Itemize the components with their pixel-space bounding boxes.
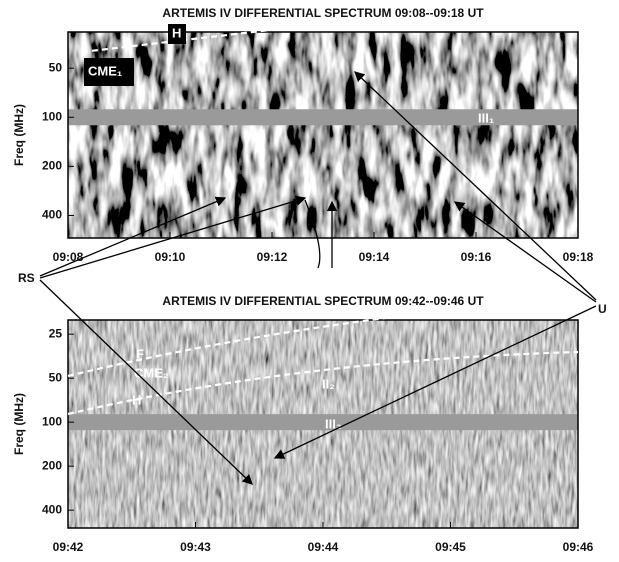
frequency-gap — [68, 414, 578, 430]
y-tick-label: 400 — [42, 208, 62, 222]
chart-title: ARTEMIS IV DIFFERENTIAL SPECTRUM 09:42--… — [162, 294, 484, 308]
x-tick-label: 09:18 — [563, 250, 594, 264]
x-tick-label: 09:08 — [53, 250, 84, 264]
annotation: II₂ — [322, 376, 335, 391]
annotation: CME₁ — [88, 63, 122, 78]
annotation: III₂ — [325, 416, 342, 431]
x-tick-label: 09:10 — [155, 250, 186, 264]
y-tick-label: 200 — [42, 458, 62, 472]
figure: ARTEMIS IV DIFFERENTIAL SPECTRUM 09:08--… — [0, 0, 619, 562]
annotation: H — [132, 392, 141, 407]
frequency-gap — [68, 109, 578, 125]
annotation: F — [136, 346, 144, 361]
y-tick-label: 100 — [42, 414, 62, 428]
y-tick-label: 50 — [49, 60, 63, 74]
annotation: H — [172, 25, 181, 40]
annotation: RS — [18, 271, 35, 285]
y-tick-label: 200 — [42, 159, 62, 173]
y-tick-label: 25 — [49, 326, 63, 340]
y-tick-label: 100 — [42, 109, 62, 123]
x-tick-label: 09:45 — [435, 540, 466, 554]
annotation: III₁ — [478, 110, 494, 125]
x-tick-label: 09:44 — [308, 540, 339, 554]
y-axis-label: Freq (MHz) — [12, 104, 26, 166]
spectrogram-image — [68, 32, 578, 238]
x-tick-label: 09:46 — [563, 540, 594, 554]
x-tick-label: 09:14 — [359, 250, 390, 264]
y-tick-label: 50 — [49, 370, 63, 384]
x-tick-label: 09:43 — [180, 540, 211, 554]
y-axis-label: Freq (MHz) — [12, 393, 26, 455]
panels: ARTEMIS IV DIFFERENTIAL SPECTRUM 09:08--… — [12, 6, 593, 554]
x-tick-label: 09:16 — [461, 250, 492, 264]
annotation: CME₂ — [134, 365, 169, 380]
annotation: U — [598, 302, 607, 316]
y-tick-label: 400 — [42, 502, 62, 516]
x-tick-label: 09:12 — [257, 250, 288, 264]
x-tick-label: 09:42 — [53, 540, 84, 554]
chart-title: ARTEMIS IV DIFFERENTIAL SPECTRUM 09:08--… — [162, 6, 484, 20]
